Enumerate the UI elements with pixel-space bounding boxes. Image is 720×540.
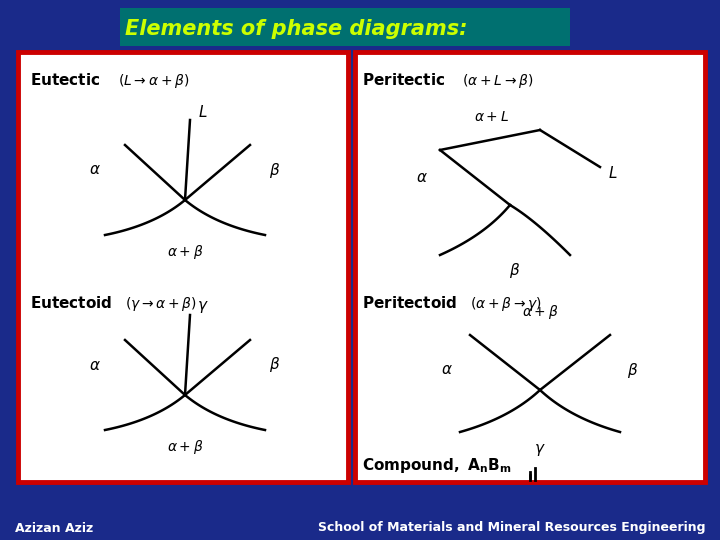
Text: $\alpha$: $\alpha$ — [416, 170, 428, 185]
Text: $\alpha$: $\alpha$ — [441, 362, 453, 377]
Text: School of Materials and Mineral Resources Engineering: School of Materials and Mineral Resource… — [318, 522, 705, 535]
Text: $\beta$: $\beta$ — [509, 260, 521, 280]
Text: $\beta$: $\beta$ — [627, 361, 639, 380]
FancyBboxPatch shape — [18, 52, 348, 482]
Text: $\alpha$: $\alpha$ — [89, 357, 101, 373]
Text: $\alpha + \beta$: $\alpha + \beta$ — [167, 243, 203, 261]
Text: $\alpha$: $\alpha$ — [89, 163, 101, 178]
Text: $\beta$: $\beta$ — [269, 160, 281, 179]
Text: Azizan Aziz: Azizan Aziz — [15, 522, 94, 535]
Text: $(L \rightarrow \alpha + \beta)$: $(L \rightarrow \alpha + \beta)$ — [118, 72, 189, 90]
Text: Elements of phase diagrams:: Elements of phase diagrams: — [125, 19, 467, 39]
Text: $\mathbf{Peritectic}$: $\mathbf{Peritectic}$ — [362, 72, 446, 88]
Text: $\gamma$: $\gamma$ — [197, 299, 209, 315]
Text: $L$: $L$ — [608, 165, 618, 181]
Text: $\mathbf{Eutectic}$: $\mathbf{Eutectic}$ — [30, 72, 101, 88]
Text: $L$: $L$ — [198, 104, 208, 120]
Text: $\alpha + L$: $\alpha + L$ — [474, 110, 510, 124]
FancyBboxPatch shape — [355, 52, 705, 482]
Text: $\alpha + \beta$: $\alpha + \beta$ — [522, 303, 558, 321]
Text: $\alpha + \beta$: $\alpha + \beta$ — [167, 438, 203, 456]
Text: $\beta$: $\beta$ — [269, 355, 281, 375]
Text: $(\alpha + \beta \rightarrow \gamma)$: $(\alpha + \beta \rightarrow \gamma)$ — [470, 295, 542, 313]
Text: $(\gamma \rightarrow \alpha + \beta)$: $(\gamma \rightarrow \alpha + \beta)$ — [125, 295, 197, 313]
Text: $\mathbf{Peritectoid}$: $\mathbf{Peritectoid}$ — [362, 295, 457, 311]
Text: $(\alpha + L \rightarrow \beta)$: $(\alpha + L \rightarrow \beta)$ — [462, 72, 534, 90]
Text: $\mathbf{Compound,\ A_nB_m}$: $\mathbf{Compound,\ A_nB_m}$ — [362, 456, 511, 475]
Text: $\gamma$: $\gamma$ — [534, 442, 546, 458]
FancyBboxPatch shape — [120, 8, 570, 46]
Text: $\mathbf{Eutectoid}$: $\mathbf{Eutectoid}$ — [30, 295, 112, 311]
